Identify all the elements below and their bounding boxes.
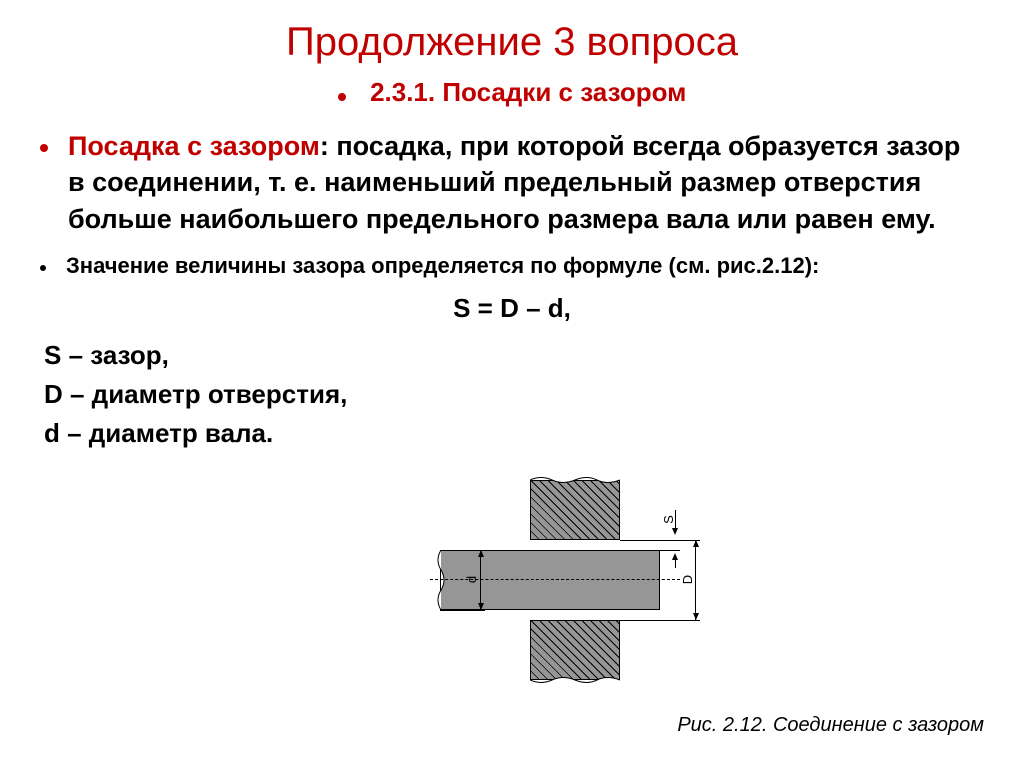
dim-label-S: S [661, 515, 676, 524]
def-d: d – диаметр вала. [44, 414, 984, 453]
variable-definitions: S – зазор, D – диаметр отверстия, d – ди… [44, 336, 984, 453]
definition-paragraph: Посадка с зазором: посадка, при которой … [40, 128, 984, 237]
extension-line [440, 610, 485, 611]
extension-line [620, 550, 680, 551]
hatch-pattern [531, 621, 619, 679]
def-D: D – диаметр отверстия, [44, 375, 984, 414]
dim-label-d: d [464, 576, 479, 583]
figure-caption: Рис. 2.12. Соединение с зазором [677, 714, 984, 737]
break-line-icon [435, 550, 447, 610]
slide-subtitle: 2.3.1. Посадки с зазором [370, 77, 686, 107]
slide: Продолжение 3 вопроса 2.3.1. Посадки с з… [0, 0, 1024, 767]
dimension-d [480, 550, 481, 610]
formula-intro: Значение величины зазора определяется по… [40, 251, 984, 281]
bullet-icon [40, 144, 48, 152]
bullet-icon [40, 265, 46, 271]
formula-intro-text: Значение величины зазора определяется по… [66, 253, 819, 278]
extension-line [620, 620, 700, 621]
break-line-icon [530, 675, 620, 685]
dimension-s-line [675, 558, 676, 568]
slide-title: Продолжение 3 вопроса [40, 20, 984, 65]
arrow-icon [672, 528, 678, 535]
hatch-pattern [531, 481, 619, 539]
formula: S = D – d, [40, 293, 984, 324]
bullet-icon [338, 93, 346, 101]
extension-line [620, 540, 700, 541]
dim-label-D: D [680, 575, 695, 584]
figure-diagram: d D S [440, 480, 720, 710]
definition-term: Посадка с зазором [68, 131, 320, 161]
def-s: S – зазор, [44, 336, 984, 375]
subtitle-row: 2.3.1. Посадки с зазором [40, 77, 984, 108]
break-line-icon [530, 475, 620, 485]
